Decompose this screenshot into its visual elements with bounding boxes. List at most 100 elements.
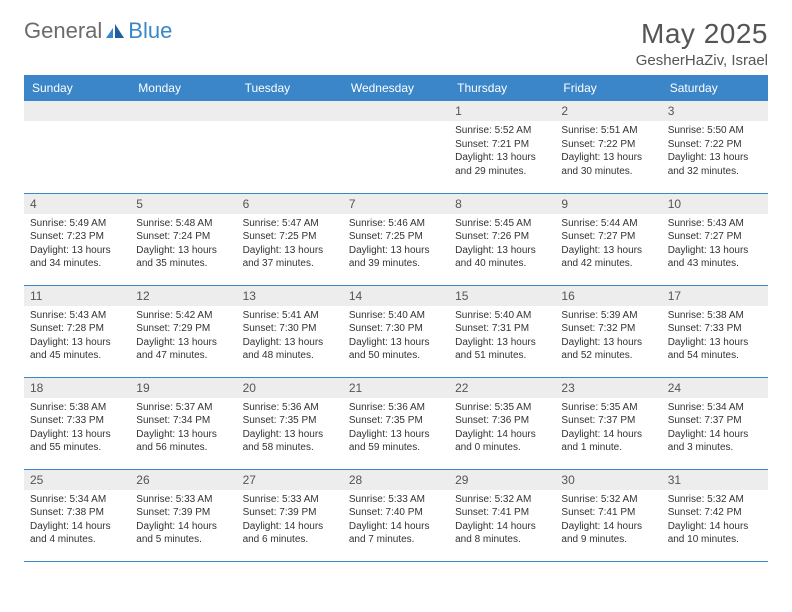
calendar-day-cell: 6Sunrise: 5:47 AMSunset: 7:25 PMDaylight… bbox=[237, 193, 343, 285]
sunrise-text: Sunrise: 5:38 AM bbox=[30, 401, 124, 415]
day-number: 5 bbox=[130, 194, 236, 214]
sunrise-text: Sunrise: 5:51 AM bbox=[561, 124, 655, 138]
sunset-text: Sunset: 7:41 PM bbox=[455, 506, 549, 520]
sunrise-text: Sunrise: 5:33 AM bbox=[243, 493, 337, 507]
daylight-text: Daylight: 13 hours and 55 minutes. bbox=[30, 428, 124, 455]
day-details: Sunrise: 5:46 AMSunset: 7:25 PMDaylight:… bbox=[343, 214, 449, 275]
day-number: 27 bbox=[237, 470, 343, 490]
daylight-text: Daylight: 14 hours and 3 minutes. bbox=[668, 428, 762, 455]
calendar-day-cell: 30Sunrise: 5:32 AMSunset: 7:41 PMDayligh… bbox=[555, 469, 661, 561]
sunrise-text: Sunrise: 5:46 AM bbox=[349, 217, 443, 231]
day-number: 31 bbox=[662, 470, 768, 490]
daylight-text: Daylight: 14 hours and 9 minutes. bbox=[561, 520, 655, 547]
calendar-day-cell: 12Sunrise: 5:42 AMSunset: 7:29 PMDayligh… bbox=[130, 285, 236, 377]
day-number bbox=[237, 101, 343, 121]
weekday-header: Saturday bbox=[662, 75, 768, 101]
calendar-day-cell: 1Sunrise: 5:52 AMSunset: 7:21 PMDaylight… bbox=[449, 101, 555, 193]
daylight-text: Daylight: 13 hours and 52 minutes. bbox=[561, 336, 655, 363]
sunrise-text: Sunrise: 5:50 AM bbox=[668, 124, 762, 138]
calendar-day-cell: 4Sunrise: 5:49 AMSunset: 7:23 PMDaylight… bbox=[24, 193, 130, 285]
sunset-text: Sunset: 7:39 PM bbox=[243, 506, 337, 520]
sunrise-text: Sunrise: 5:32 AM bbox=[455, 493, 549, 507]
sunrise-text: Sunrise: 5:33 AM bbox=[349, 493, 443, 507]
weekday-header: Tuesday bbox=[237, 75, 343, 101]
calendar-day-cell: 20Sunrise: 5:36 AMSunset: 7:35 PMDayligh… bbox=[237, 377, 343, 469]
day-number: 19 bbox=[130, 378, 236, 398]
daylight-text: Daylight: 13 hours and 39 minutes. bbox=[349, 244, 443, 271]
sunrise-text: Sunrise: 5:45 AM bbox=[455, 217, 549, 231]
day-details: Sunrise: 5:33 AMSunset: 7:39 PMDaylight:… bbox=[130, 490, 236, 551]
daylight-text: Daylight: 14 hours and 6 minutes. bbox=[243, 520, 337, 547]
calendar-day-cell: 24Sunrise: 5:34 AMSunset: 7:37 PMDayligh… bbox=[662, 377, 768, 469]
sunset-text: Sunset: 7:38 PM bbox=[30, 506, 124, 520]
sunrise-text: Sunrise: 5:33 AM bbox=[136, 493, 230, 507]
day-details: Sunrise: 5:52 AMSunset: 7:21 PMDaylight:… bbox=[449, 121, 555, 182]
day-details: Sunrise: 5:47 AMSunset: 7:25 PMDaylight:… bbox=[237, 214, 343, 275]
sunset-text: Sunset: 7:25 PM bbox=[243, 230, 337, 244]
sunset-text: Sunset: 7:23 PM bbox=[30, 230, 124, 244]
day-number: 12 bbox=[130, 286, 236, 306]
sunrise-text: Sunrise: 5:36 AM bbox=[349, 401, 443, 415]
sunrise-text: Sunrise: 5:36 AM bbox=[243, 401, 337, 415]
sunrise-text: Sunrise: 5:40 AM bbox=[349, 309, 443, 323]
day-details: Sunrise: 5:33 AMSunset: 7:39 PMDaylight:… bbox=[237, 490, 343, 551]
day-details: Sunrise: 5:49 AMSunset: 7:23 PMDaylight:… bbox=[24, 214, 130, 275]
sunrise-text: Sunrise: 5:52 AM bbox=[455, 124, 549, 138]
calendar-week-row: 18Sunrise: 5:38 AMSunset: 7:33 PMDayligh… bbox=[24, 377, 768, 469]
daylight-text: Daylight: 13 hours and 50 minutes. bbox=[349, 336, 443, 363]
sunrise-text: Sunrise: 5:32 AM bbox=[668, 493, 762, 507]
brand-logo: General Blue bbox=[24, 18, 172, 44]
sunset-text: Sunset: 7:34 PM bbox=[136, 414, 230, 428]
day-number: 7 bbox=[343, 194, 449, 214]
day-number: 30 bbox=[555, 470, 661, 490]
daylight-text: Daylight: 13 hours and 43 minutes. bbox=[668, 244, 762, 271]
sunrise-text: Sunrise: 5:41 AM bbox=[243, 309, 337, 323]
daylight-text: Daylight: 14 hours and 5 minutes. bbox=[136, 520, 230, 547]
calendar-day-cell: 15Sunrise: 5:40 AMSunset: 7:31 PMDayligh… bbox=[449, 285, 555, 377]
sunset-text: Sunset: 7:36 PM bbox=[455, 414, 549, 428]
day-number: 4 bbox=[24, 194, 130, 214]
sunrise-text: Sunrise: 5:39 AM bbox=[561, 309, 655, 323]
sunrise-text: Sunrise: 5:37 AM bbox=[136, 401, 230, 415]
day-details: Sunrise: 5:45 AMSunset: 7:26 PMDaylight:… bbox=[449, 214, 555, 275]
daylight-text: Daylight: 13 hours and 29 minutes. bbox=[455, 151, 549, 178]
sunset-text: Sunset: 7:39 PM bbox=[136, 506, 230, 520]
day-number: 24 bbox=[662, 378, 768, 398]
sunset-text: Sunset: 7:35 PM bbox=[243, 414, 337, 428]
day-number bbox=[343, 101, 449, 121]
calendar-day-cell: 2Sunrise: 5:51 AMSunset: 7:22 PMDaylight… bbox=[555, 101, 661, 193]
daylight-text: Daylight: 14 hours and 10 minutes. bbox=[668, 520, 762, 547]
sunrise-text: Sunrise: 5:43 AM bbox=[668, 217, 762, 231]
day-details: Sunrise: 5:40 AMSunset: 7:30 PMDaylight:… bbox=[343, 306, 449, 367]
sunset-text: Sunset: 7:33 PM bbox=[668, 322, 762, 336]
weekday-header: Friday bbox=[555, 75, 661, 101]
daylight-text: Daylight: 13 hours and 37 minutes. bbox=[243, 244, 337, 271]
sunset-text: Sunset: 7:30 PM bbox=[349, 322, 443, 336]
sunset-text: Sunset: 7:24 PM bbox=[136, 230, 230, 244]
sunrise-text: Sunrise: 5:44 AM bbox=[561, 217, 655, 231]
daylight-text: Daylight: 13 hours and 56 minutes. bbox=[136, 428, 230, 455]
day-details: Sunrise: 5:39 AMSunset: 7:32 PMDaylight:… bbox=[555, 306, 661, 367]
sunset-text: Sunset: 7:29 PM bbox=[136, 322, 230, 336]
daylight-text: Daylight: 13 hours and 32 minutes. bbox=[668, 151, 762, 178]
day-number: 1 bbox=[449, 101, 555, 121]
sunrise-text: Sunrise: 5:47 AM bbox=[243, 217, 337, 231]
day-details: Sunrise: 5:38 AMSunset: 7:33 PMDaylight:… bbox=[662, 306, 768, 367]
calendar-week-row: 11Sunrise: 5:43 AMSunset: 7:28 PMDayligh… bbox=[24, 285, 768, 377]
daylight-text: Daylight: 14 hours and 1 minute. bbox=[561, 428, 655, 455]
calendar-day-cell: 3Sunrise: 5:50 AMSunset: 7:22 PMDaylight… bbox=[662, 101, 768, 193]
logo-text-general: General bbox=[24, 18, 102, 44]
day-details: Sunrise: 5:32 AMSunset: 7:42 PMDaylight:… bbox=[662, 490, 768, 551]
day-details: Sunrise: 5:32 AMSunset: 7:41 PMDaylight:… bbox=[449, 490, 555, 551]
day-details: Sunrise: 5:32 AMSunset: 7:41 PMDaylight:… bbox=[555, 490, 661, 551]
daylight-text: Daylight: 13 hours and 45 minutes. bbox=[30, 336, 124, 363]
sunrise-text: Sunrise: 5:35 AM bbox=[455, 401, 549, 415]
calendar-day-cell: 11Sunrise: 5:43 AMSunset: 7:28 PMDayligh… bbox=[24, 285, 130, 377]
daylight-text: Daylight: 13 hours and 54 minutes. bbox=[668, 336, 762, 363]
daylight-text: Daylight: 13 hours and 51 minutes. bbox=[455, 336, 549, 363]
calendar-day-cell: 9Sunrise: 5:44 AMSunset: 7:27 PMDaylight… bbox=[555, 193, 661, 285]
day-number: 15 bbox=[449, 286, 555, 306]
day-number: 23 bbox=[555, 378, 661, 398]
calendar-page: General Blue May 2025 GesherHaZiv, Israe… bbox=[0, 0, 792, 562]
location-label: GesherHaZiv, Israel bbox=[636, 52, 768, 69]
